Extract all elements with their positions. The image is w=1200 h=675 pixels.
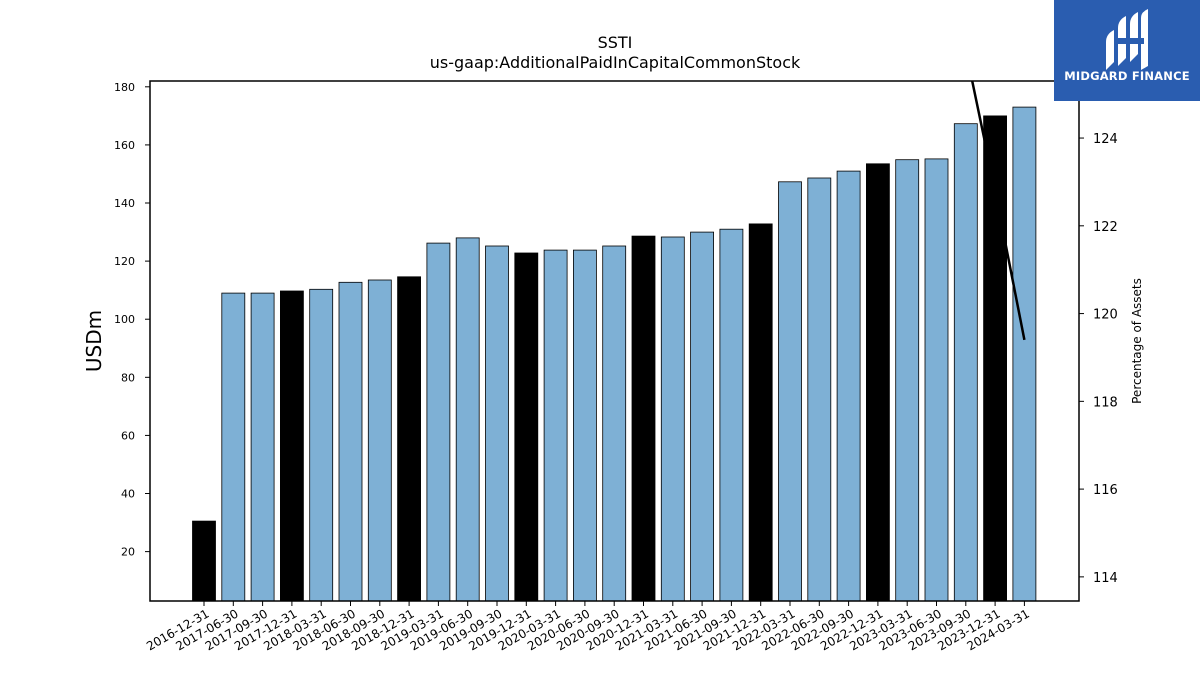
pct-assets-line-group: [875, 81, 1026, 341]
y-axis-label: USDm: [82, 310, 106, 372]
y-tick-label-160: 160: [114, 139, 135, 152]
y2-tick-label-122: 122: [1093, 220, 1118, 235]
bar-2018-12-31: [397, 276, 422, 602]
bar-2021-03-31: [660, 236, 685, 602]
bar-2023-03-31: [895, 159, 920, 602]
bar-2018-06-30: [338, 281, 363, 602]
chart-title: SSTI: [598, 33, 633, 52]
bar-2019-06-30: [455, 237, 480, 602]
y2-axis-label: Percentage of Assets: [1130, 278, 1144, 404]
y2-tick-label-120: 120: [1093, 308, 1118, 323]
y-tick-label-80: 80: [121, 371, 135, 384]
bar-2018-09-30: [367, 279, 392, 602]
chart-subtitle: us-gaap:AdditionalPaidInCapitalCommonSto…: [430, 53, 801, 72]
y-tick-label-140: 140: [114, 197, 135, 210]
y2-tick-label-116: 116: [1093, 483, 1118, 498]
bars-group: [192, 106, 1037, 602]
y-tick-label-100: 100: [114, 313, 135, 326]
y2-tick-label-124: 124: [1093, 132, 1118, 147]
bar-2022-03-31: [778, 181, 802, 602]
bar-2017-06-30: [221, 292, 246, 602]
bar-2024-03-31: [1012, 106, 1037, 602]
bar-2023-06-30: [924, 158, 949, 602]
bar-2020-03-31: [543, 249, 568, 602]
brand-name: MIDGARD FINANCE: [1064, 69, 1190, 83]
bar-2016-12-31: [192, 520, 216, 602]
bar-2020-06-30: [573, 249, 597, 602]
y2-axis-ticks: 114 116 118 120 122 124: [1079, 132, 1118, 586]
bar-2022-06-30: [807, 177, 832, 602]
bar-2017-12-31: [279, 290, 304, 602]
pct-assets-line: [970, 81, 1026, 341]
pct-assets-line-segment: [875, 81, 879, 82]
midgard-logo-icon: [1106, 9, 1148, 70]
bar-2021-06-30: [690, 231, 714, 602]
bar-2023-09-30: [953, 123, 978, 602]
bar-2021-09-30: [719, 228, 744, 602]
bar-2019-03-31: [426, 242, 451, 602]
y-tick-label-20: 20: [121, 546, 135, 559]
bar-2019-09-30: [485, 245, 509, 602]
y-tick-label-120: 120: [114, 255, 135, 268]
bar-2019-12-31: [514, 252, 539, 602]
x-axis-ticks: 2016-12-312017-06-302017-09-302017-12-31…: [144, 601, 1032, 653]
plot-frame: [149, 80, 1080, 602]
bar-2021-12-31: [748, 223, 773, 602]
y-tick-label-180: 180: [114, 81, 135, 94]
bar-2018-03-31: [309, 288, 334, 602]
bar-2017-09-30: [250, 292, 275, 602]
bar-2020-12-31: [631, 235, 656, 602]
y-tick-label-40: 40: [121, 488, 135, 501]
bar-2022-12-31: [866, 163, 890, 602]
bar-2022-09-30: [836, 170, 861, 602]
y2-tick-label-114: 114: [1093, 571, 1118, 586]
y2-tick-label-118: 118: [1093, 395, 1118, 410]
y-axis-ticks: 20 40 60 80 100 120 140 160 180: [114, 81, 150, 559]
brand-logo: MIDGARD FINANCE: [1054, 0, 1200, 101]
bar-2020-09-30: [602, 245, 627, 602]
y-tick-label-60: 60: [121, 429, 135, 442]
